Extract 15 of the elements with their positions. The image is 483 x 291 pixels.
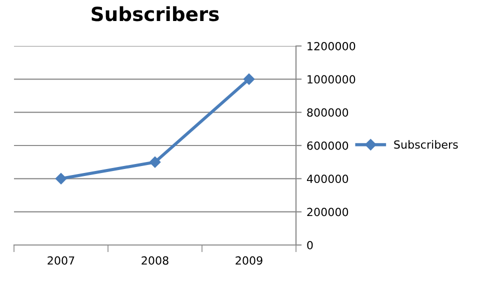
y-tick-label: 600000 (307, 141, 348, 150)
y-tick-label: 0 (307, 240, 313, 250)
y-tick-label: 1000000 (308, 75, 356, 84)
point (149, 156, 161, 168)
x-tick-label: 2009 (236, 256, 262, 265)
x-tick-label: 2008 (142, 256, 168, 265)
y-tick-label: 1200000 (308, 42, 356, 50)
legend-label: Subscribers (394, 140, 458, 149)
y-tick-label: 400000 (306, 174, 348, 184)
point (55, 173, 67, 184)
y-tick-label: 800000 (307, 108, 348, 117)
x-tick-label: 2007 (48, 256, 74, 265)
chart-title: Subscribers (92, 6, 219, 22)
point (243, 74, 255, 85)
y-tick-label: 200000 (307, 208, 348, 216)
